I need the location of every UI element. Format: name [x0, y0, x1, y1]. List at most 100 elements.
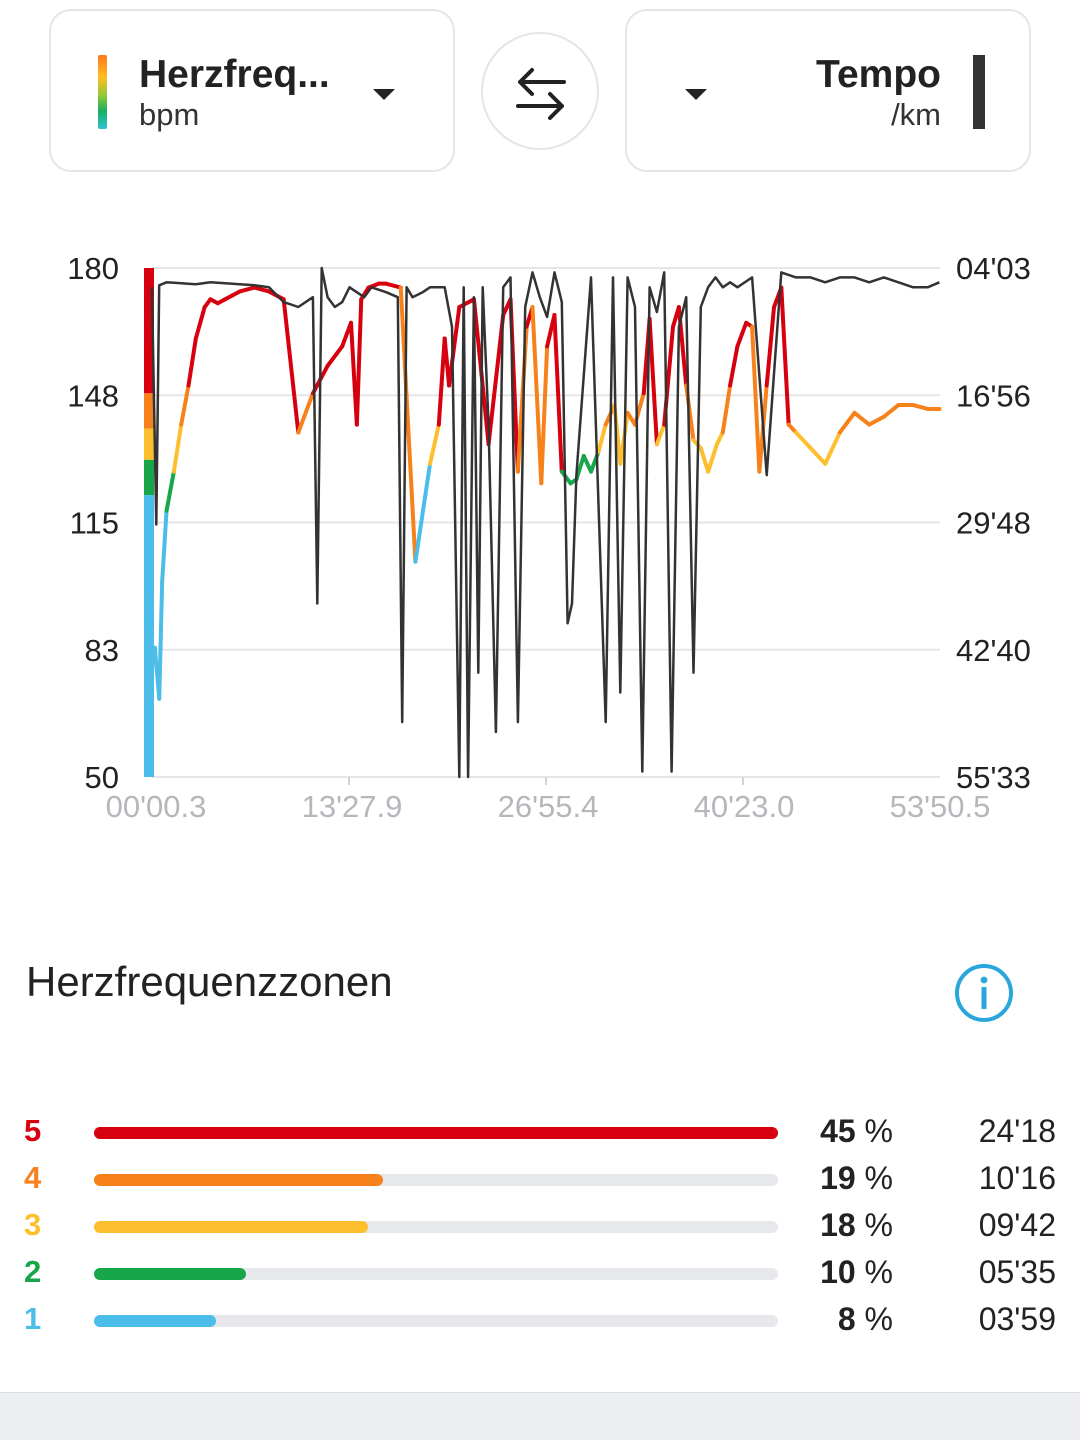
x-tick-label: 40'23.0 [694, 789, 795, 824]
heart-rate-segment [698, 446, 711, 474]
heart-rate-segment [160, 508, 169, 584]
footer-band [0, 1392, 1080, 1440]
zone-percent: 45 % [820, 1113, 893, 1149]
zone-bar-fill [94, 1127, 778, 1139]
heart-rate-segment [647, 316, 659, 447]
metric-left-unit: bpm [139, 97, 200, 132]
zone-row-1: 1 8 % 03'59 [0, 1301, 1080, 1341]
x-tick-label: 26'55.4 [498, 789, 599, 824]
heart-rate-segment [720, 383, 733, 435]
heart-rate-segment [852, 410, 872, 427]
zone-number: 4 [24, 1160, 42, 1195]
heart-rate-segment [793, 430, 813, 451]
chart-grid [152, 267, 940, 785]
metric-selector-left[interactable]: Herzfreq... bpm [49, 9, 455, 172]
zone-strip-3 [144, 428, 154, 460]
pace-color-icon [973, 55, 985, 129]
zone-bar-track [94, 1315, 778, 1327]
metric-selector-right[interactable]: Tempo /km [625, 9, 1031, 172]
zone-bar-fill [94, 1268, 246, 1280]
y-left-tick-label: 115 [70, 506, 119, 541]
heart-rate-segment [823, 430, 842, 466]
heart-rate-segment [179, 383, 191, 427]
zone-bar-track [94, 1127, 778, 1139]
zone-bar-fill [94, 1315, 216, 1327]
y-left-tick-label: 83 [85, 633, 119, 668]
heart-rate-segment [171, 422, 184, 474]
heart-rate-segment [735, 320, 749, 349]
y-right-tick-label: 16'56 [956, 378, 1031, 413]
heart-rate-segment [384, 281, 403, 290]
heart-rate-segment [486, 312, 506, 447]
zone-percent: 8 % [837, 1301, 893, 1337]
heart-rate-segment [552, 312, 564, 474]
heart-rate-segment [539, 344, 550, 486]
zone-number: 5 [24, 1113, 42, 1148]
zone-strip-5 [144, 268, 154, 394]
y-left-tick-label: 180 [67, 251, 119, 286]
zone-strip-2 [144, 459, 154, 496]
heart-rate-segment [436, 336, 447, 427]
zone-strip-1 [144, 495, 154, 777]
pace-series [150, 266, 940, 779]
axis-ticks: 180 148 115 83 50 04'03 16'56 29'48 42'40 55'33 00… [67, 251, 1031, 824]
zones-title: Herzfrequenzzonen [26, 958, 393, 1005]
heart-rate-segment [252, 285, 272, 294]
zone-number: 1 [24, 1301, 42, 1336]
zone-duration: 10'16 [978, 1160, 1056, 1196]
heart-rate-segment [867, 414, 886, 427]
zone-bar-fill [94, 1221, 368, 1233]
swap-metrics-button[interactable] [481, 32, 599, 150]
zone-duration: 03'59 [978, 1301, 1056, 1337]
metric-left-title: Herzfreq... [139, 53, 330, 96]
heart-rate-segment [198, 305, 207, 325]
heart-rate-segment [764, 305, 777, 388]
pace-line-path [150, 266, 940, 779]
heart-rate-gradient-icon [98, 55, 107, 129]
zone-strip-4 [144, 393, 154, 429]
heart-rate-series [149, 281, 942, 701]
heart-rate-segment [581, 453, 594, 474]
heart-rate-segment [281, 297, 301, 435]
heart-rate-segment [530, 305, 544, 486]
zone-bar-track [94, 1268, 778, 1280]
zone-duration: 09'42 [978, 1207, 1056, 1243]
heart-rate-segment [911, 403, 930, 411]
zone-duration: 24'18 [978, 1113, 1056, 1149]
heart-rate-pace-chart[interactable]: 180 148 115 83 50 04'03 16'56 29'48 42'40 55'33 00… [0, 230, 1080, 830]
heart-rate-segment [164, 469, 176, 513]
heart-rate-segment [596, 422, 608, 455]
zone-row-3: 3 18 % 09'42 [0, 1207, 1080, 1247]
heart-rate-segment [808, 446, 828, 466]
zone-number: 3 [24, 1207, 42, 1242]
zone-bar-track [94, 1221, 778, 1233]
chevron-down-icon [685, 89, 707, 100]
y-right-tick-label: 29'48 [956, 506, 1031, 541]
heart-rate-segment [398, 285, 418, 564]
heart-rate-segment [837, 410, 857, 435]
zone-bar-fill [94, 1174, 383, 1186]
x-tick-label: 53'50.5 [890, 789, 991, 824]
y-left-tick-label: 50 [85, 760, 119, 795]
heart-rate-segment [447, 305, 462, 388]
zone-number: 2 [24, 1254, 42, 1289]
zone-duration: 05'35 [978, 1254, 1056, 1290]
heart-rate-segment [457, 297, 476, 310]
y-right-tick-label: 55'33 [956, 760, 1031, 795]
heart-rate-segment [706, 442, 719, 474]
metric-right-unit: /km [891, 97, 941, 132]
metric-right-title: Tempo [816, 53, 941, 96]
heart-rate-segment [325, 344, 345, 368]
info-icon[interactable] [952, 961, 1016, 1025]
zone-percent: 18 % [820, 1207, 893, 1243]
heart-rate-segment [237, 285, 257, 294]
y-right-tick-label: 42'40 [956, 633, 1031, 668]
zone-percent: 19 % [820, 1160, 893, 1196]
x-tick-label: 13'27.9 [302, 789, 403, 824]
heart-rate-segment [428, 422, 441, 466]
zone-bar-track [94, 1174, 778, 1186]
heart-rate-segment [728, 344, 740, 388]
heart-rate-segment [750, 324, 762, 474]
zone-color-strip [144, 268, 154, 777]
zone-row-5: 5 45 % 24'18 [0, 1113, 1080, 1153]
